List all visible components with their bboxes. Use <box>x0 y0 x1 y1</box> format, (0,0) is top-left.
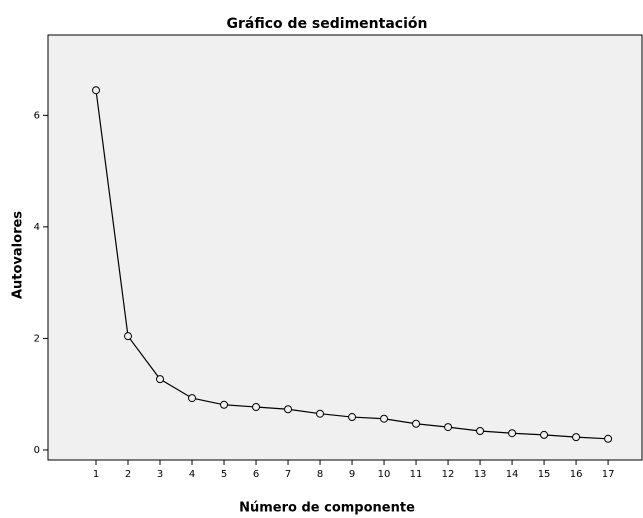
x-tick-label: 7 <box>285 469 291 480</box>
x-tick-label: 2 <box>125 469 131 480</box>
y-axis-label: Autovalores <box>11 211 26 299</box>
x-tick-label: 4 <box>189 469 195 480</box>
data-point <box>412 419 421 428</box>
x-tick-label: 15 <box>538 469 551 480</box>
x-tick-label: 9 <box>349 469 355 480</box>
data-point <box>444 423 453 432</box>
x-tick-label: 6 <box>253 469 259 480</box>
x-tick-label: 14 <box>506 469 519 480</box>
x-tick-label: 11 <box>410 469 423 480</box>
data-point <box>92 86 101 95</box>
data-point <box>156 375 165 384</box>
y-tick-label: 6 <box>34 110 40 121</box>
x-axis-label: Número de componente <box>239 501 415 516</box>
data-point <box>124 332 133 341</box>
x-tick-label: 17 <box>602 469 615 480</box>
x-tick-label: 1 <box>93 469 99 480</box>
data-point <box>284 405 293 414</box>
x-tick-label: 12 <box>442 469 455 480</box>
x-tick-label: 16 <box>570 469 583 480</box>
chart-title: Gráfico de sedimentación <box>227 16 428 32</box>
data-point <box>348 413 357 422</box>
x-tick-label: 10 <box>378 469 391 480</box>
data-point <box>220 400 229 409</box>
data-point <box>508 429 517 438</box>
x-tick-label: 3 <box>157 469 163 480</box>
plot-area <box>47 34 643 461</box>
data-point <box>188 394 197 403</box>
data-point <box>380 414 389 423</box>
x-tick-label: 8 <box>317 469 323 480</box>
x-tick-label: 5 <box>221 469 227 480</box>
y-tick-label: 2 <box>34 333 40 344</box>
data-point <box>604 434 613 443</box>
data-point <box>540 430 549 439</box>
data-point <box>316 409 325 418</box>
data-point <box>572 433 581 442</box>
y-tick-label: 4 <box>34 222 40 233</box>
data-point <box>252 403 261 412</box>
x-tick-label: 13 <box>474 469 487 480</box>
y-tick-label: 0 <box>34 445 40 456</box>
data-point <box>476 426 485 435</box>
